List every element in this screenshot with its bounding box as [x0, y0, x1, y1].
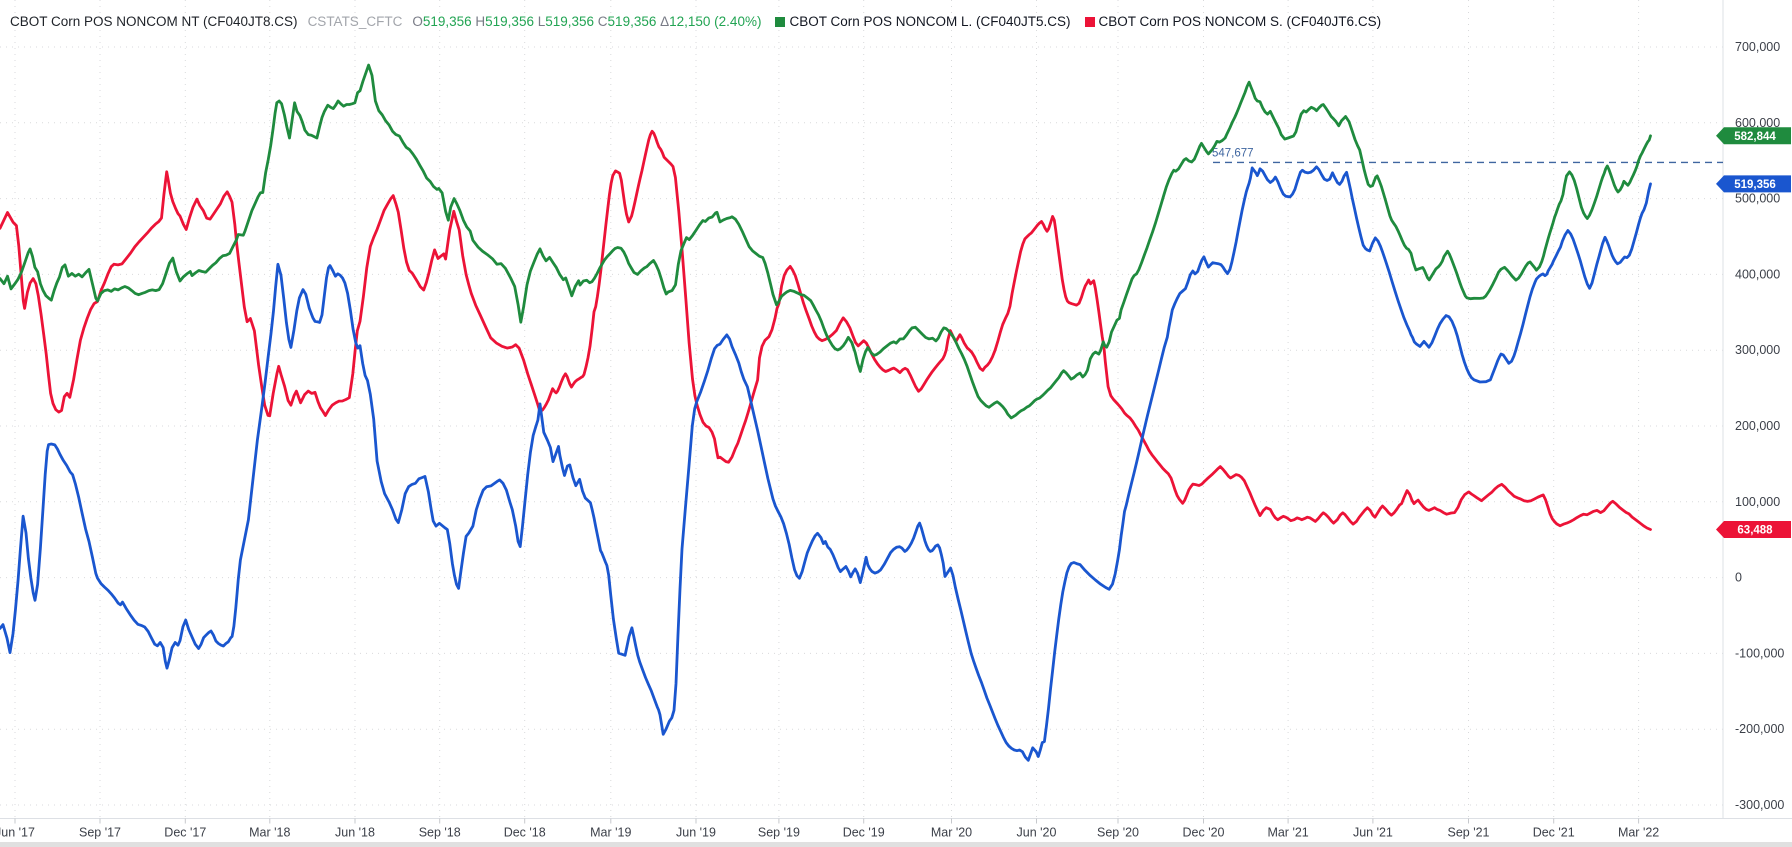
short-series-swatch	[1084, 17, 1095, 27]
x-axis-label[interactable]: Dec '19	[843, 826, 885, 840]
x-axis-label[interactable]: Jun '21	[1353, 826, 1393, 840]
y-axis-label[interactable]: 700,000	[1735, 40, 1780, 54]
y-axis-label[interactable]: 200,000	[1735, 419, 1780, 433]
price-badge[interactable]	[1716, 175, 1791, 193]
series-line-blue[interactable]	[0, 165, 1652, 762]
alert-price-label[interactable]: 547,677	[1212, 147, 1254, 159]
series-line-green[interactable]	[0, 63, 1652, 420]
x-axis-label[interactable]: Sep '21	[1447, 826, 1489, 840]
x-axis-label[interactable]: Dec '17	[164, 826, 206, 840]
source-tag: CSTATS_CFTC	[307, 14, 403, 29]
x-axis-label[interactable]: Mar '20	[931, 826, 972, 840]
y-axis-label[interactable]: -100,000	[1735, 646, 1784, 660]
y-axis-label[interactable]: 500,000	[1735, 192, 1780, 206]
long-series-swatch	[775, 17, 786, 27]
series-line-red[interactable]	[0, 129, 1652, 531]
y-axis-label[interactable]: 300,000	[1735, 343, 1780, 357]
ohlc-value: 519,356	[422, 14, 472, 29]
ohlc-value: 519,356	[607, 14, 657, 29]
price-badge-value: 63,488	[1737, 524, 1773, 536]
price-badge-value: 519,356	[1734, 179, 1776, 191]
x-axis-label[interactable]: Mar '19	[590, 826, 631, 840]
ohlc-label: O	[412, 14, 423, 29]
long-series-title[interactable]: CBOT Corn POS NONCOM L. (CF040JT5.CS)	[789, 14, 1071, 29]
x-axis-label[interactable]: Jun '19	[676, 826, 716, 840]
x-axis-label[interactable]: Jun '20	[1017, 826, 1057, 840]
ohlc-label: H	[471, 14, 486, 29]
chart-legend: CBOT Corn POS NONCOM NT (CF040JT8.CS) CST…	[10, 13, 1381, 31]
x-axis-label[interactable]: Mar '18	[249, 826, 290, 840]
y-axis-label[interactable]: -200,000	[1735, 722, 1784, 736]
ohlc-label: L	[533, 14, 546, 29]
x-axis-label[interactable]: Dec '20	[1183, 826, 1225, 840]
ohlc-value: 12,150 (2.40%)	[669, 14, 762, 29]
main-series-title[interactable]: CBOT Corn POS NONCOM NT (CF040JT8.CS)	[10, 14, 298, 29]
price-badge[interactable]	[1716, 520, 1791, 538]
bottom-scrollbar[interactable]	[0, 842, 1792, 847]
x-axis-label[interactable]: Dec '21	[1533, 826, 1575, 840]
x-axis-label[interactable]: Sep '18	[419, 826, 461, 840]
x-axis-label[interactable]: Jun '18	[335, 826, 375, 840]
price-badge-value: 582,844	[1734, 131, 1776, 143]
x-axis-label[interactable]: Sep '19	[758, 826, 800, 840]
ohlc-values: O519,356 H519,356 L519,356 C519,356 Δ12,…	[412, 14, 761, 29]
x-axis-label[interactable]: Mar '22	[1618, 826, 1659, 840]
y-axis-label[interactable]: 600,000	[1735, 116, 1780, 130]
short-series-title[interactable]: CBOT Corn POS NONCOM S. (CF040JT6.CS)	[1098, 14, 1382, 29]
x-axis-label[interactable]: Mar '21	[1267, 826, 1308, 840]
x-axis-label[interactable]: Jun '17	[0, 826, 35, 840]
x-axis-label[interactable]: Dec '18	[504, 826, 546, 840]
price-badge[interactable]	[1716, 127, 1791, 145]
ohlc-label: C	[594, 14, 608, 29]
y-axis-label[interactable]: 0	[1735, 571, 1742, 585]
ohlc-value: 519,356	[485, 14, 534, 29]
ohlc-value: 519,356	[545, 14, 595, 29]
y-axis-label[interactable]: 100,000	[1735, 495, 1780, 509]
x-axis-label[interactable]: Sep '20	[1097, 826, 1139, 840]
y-axis-label[interactable]: 400,000	[1735, 267, 1780, 281]
ohlc-label: Δ	[656, 14, 670, 29]
x-axis-label[interactable]: Sep '17	[79, 826, 121, 840]
y-axis-label[interactable]: -300,000	[1735, 798, 1784, 812]
